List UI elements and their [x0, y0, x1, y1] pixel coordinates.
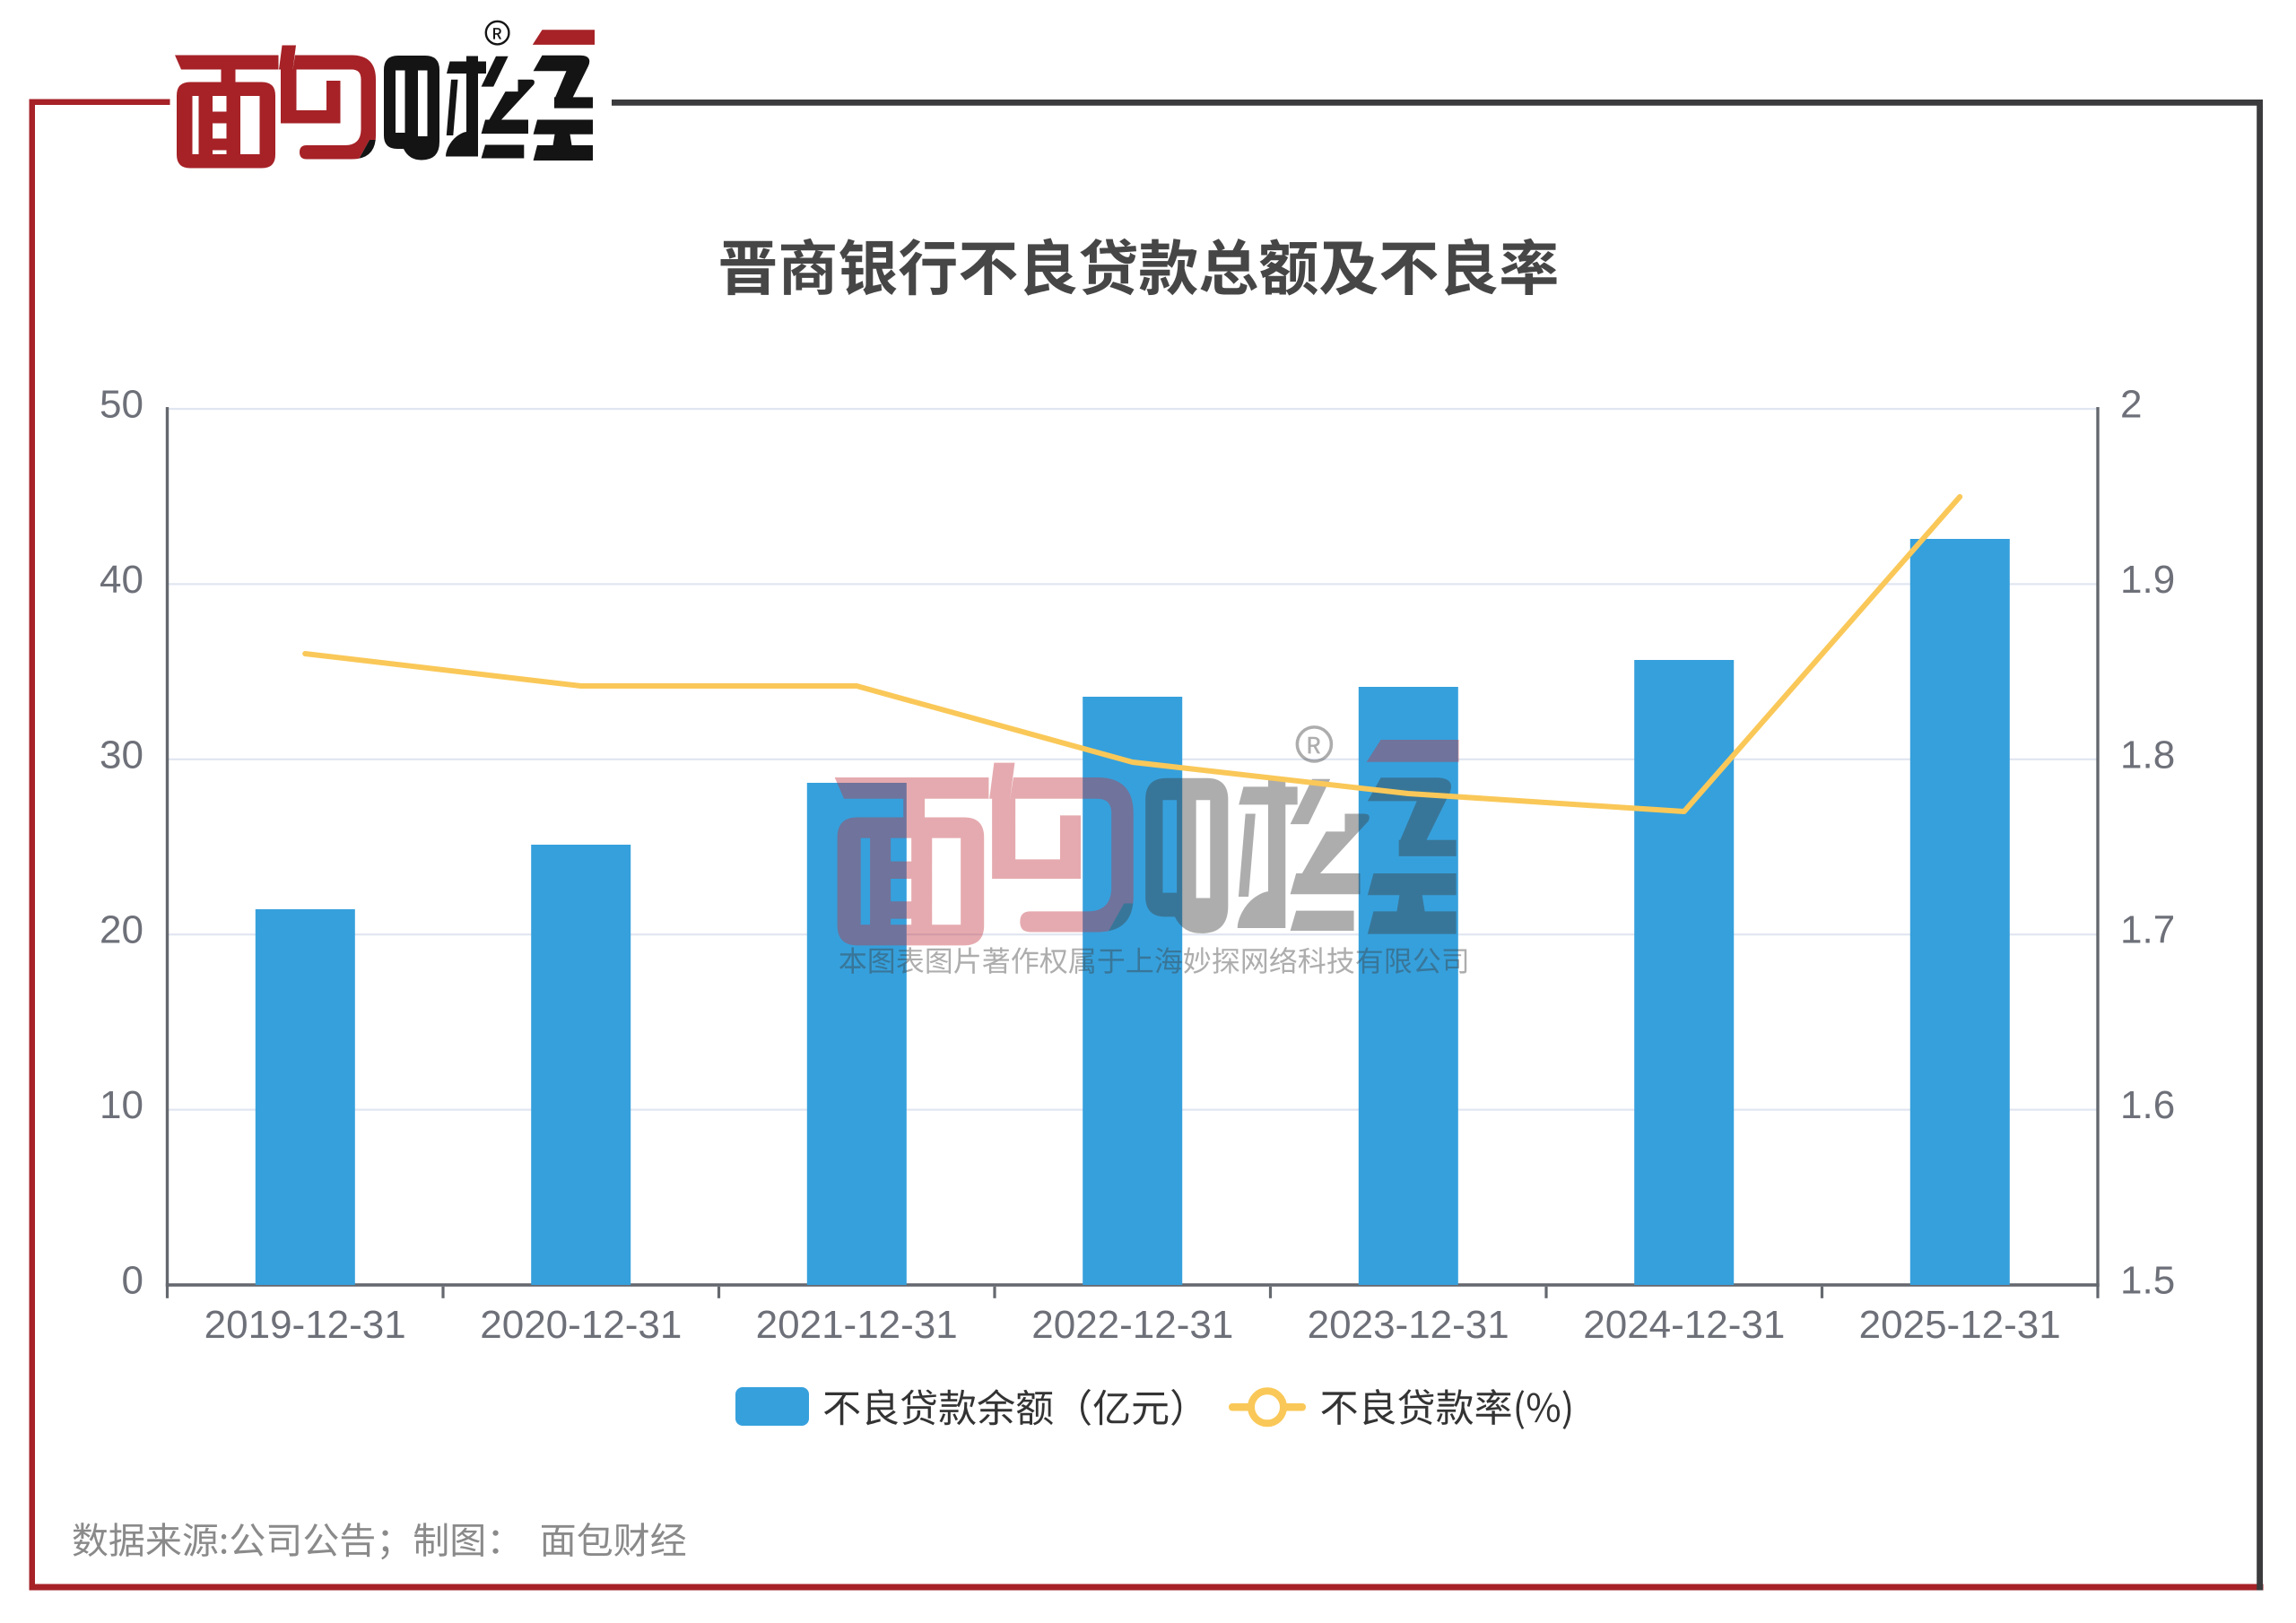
svg-text:2019-12-31: 2019-12-31	[204, 1303, 406, 1347]
svg-text:2023-12-31: 2023-12-31	[1308, 1303, 1509, 1347]
svg-text:2022-12-31: 2022-12-31	[1031, 1303, 1233, 1347]
svg-text:40: 40	[100, 558, 144, 602]
svg-text:50: 50	[100, 383, 144, 427]
svg-text:1.7: 1.7	[2120, 908, 2175, 952]
svg-text:2021-12-31: 2021-12-31	[756, 1303, 958, 1347]
svg-text:20: 20	[100, 908, 144, 952]
svg-text:10: 10	[100, 1083, 144, 1127]
svg-text:1.9: 1.9	[2120, 558, 2175, 602]
svg-text:1.8: 1.8	[2120, 733, 2175, 777]
svg-text:2: 2	[2120, 383, 2142, 427]
svg-text:30: 30	[100, 733, 144, 777]
svg-text:2024-12-31: 2024-12-31	[1583, 1303, 1785, 1347]
svg-text:2025-12-31: 2025-12-31	[1859, 1303, 2061, 1347]
svg-text:1.5: 1.5	[2120, 1259, 2175, 1303]
svg-text:1.6: 1.6	[2120, 1083, 2175, 1127]
svg-text:2020-12-31: 2020-12-31	[480, 1303, 682, 1347]
svg-text:0: 0	[122, 1259, 144, 1303]
